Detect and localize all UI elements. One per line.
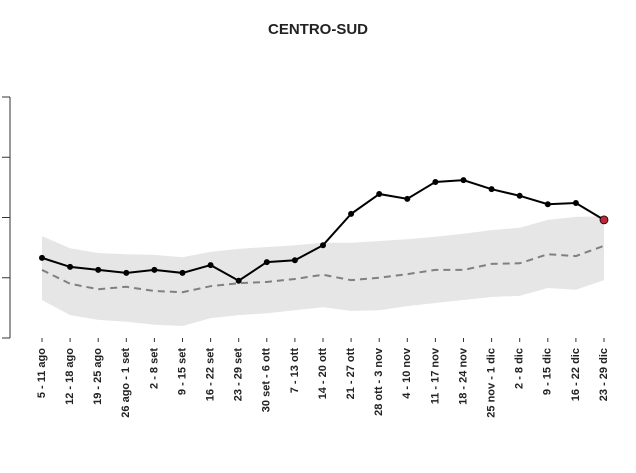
x-tick-label: 9 - 15 set xyxy=(176,348,188,395)
point xyxy=(207,262,214,269)
x-tick-label: 4 - 10 nov xyxy=(401,347,413,399)
point xyxy=(39,254,45,261)
x-tick-label: 9 - 15 dic xyxy=(542,348,554,395)
point xyxy=(488,186,495,193)
point xyxy=(95,266,102,273)
point xyxy=(235,277,242,284)
point xyxy=(123,269,130,276)
point xyxy=(376,191,383,198)
x-tick-label: 30 set - 6 ott xyxy=(261,348,273,413)
point xyxy=(67,263,74,270)
band xyxy=(42,216,604,326)
x-tick-label: 14 - 20 ott xyxy=(317,348,329,400)
point xyxy=(179,269,186,276)
point xyxy=(544,201,551,208)
point xyxy=(348,210,355,217)
x-tick-label: 28 ott - 3 nov xyxy=(373,347,385,416)
point xyxy=(404,195,411,202)
x-tick-label: 25 nov - 1 dic xyxy=(486,348,498,418)
point xyxy=(291,257,298,264)
point xyxy=(432,178,439,185)
x-tick-label: 23 - 29 dic xyxy=(598,348,610,401)
x-tick-label: 26 ago - 1 set xyxy=(120,348,132,418)
x-tick-label: 21 - 27 ott xyxy=(345,348,357,400)
x-tick-label: 12 - 18 ago xyxy=(64,348,76,405)
point xyxy=(151,266,158,273)
point xyxy=(572,200,579,207)
x-tick-label: 5 - 11 ago xyxy=(36,348,48,398)
point xyxy=(320,242,326,249)
x-tick-label: 19 - 25 ago xyxy=(92,348,104,405)
chart-title: CENTRO-SUD xyxy=(268,21,368,38)
x-tick-label: 16 - 22 dic xyxy=(570,348,582,401)
point xyxy=(460,177,467,184)
x-tick-label: 11 - 17 nov xyxy=(429,347,441,404)
point xyxy=(516,192,523,199)
x-tick-label: 7 - 13 ott xyxy=(289,348,301,394)
x-tick-label: 23 - 29 set xyxy=(233,348,245,402)
x-tick-label: 2 - 8 dic xyxy=(514,348,526,389)
point xyxy=(599,215,609,225)
point xyxy=(263,259,270,266)
x-tick-label: 2 - 8 set xyxy=(148,348,160,389)
dashed-line xyxy=(41,244,605,294)
x-tick-label: 16 - 22 set xyxy=(205,348,217,402)
x-tick-label: 18 - 24 nov xyxy=(457,347,469,405)
